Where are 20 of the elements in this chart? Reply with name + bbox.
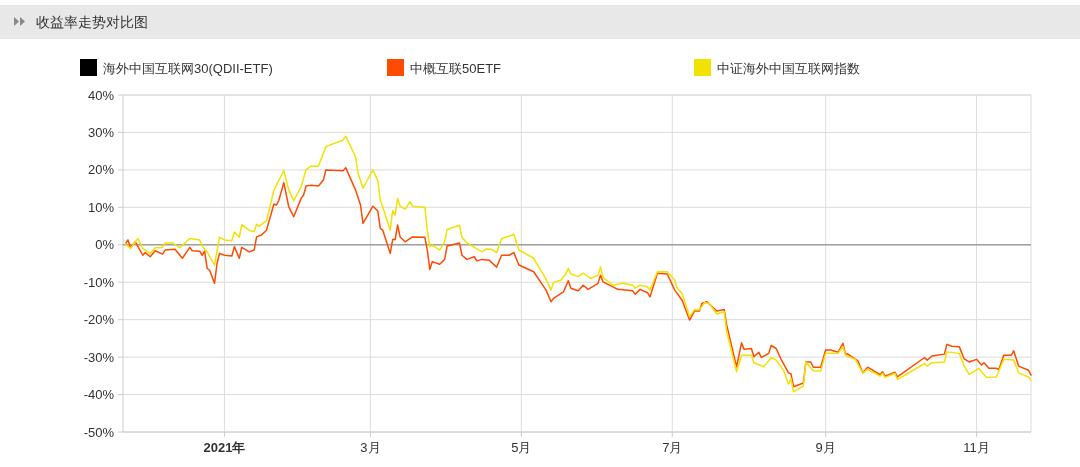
chart-title: 收益率走势对比图 bbox=[36, 14, 148, 30]
y-tick-label: -20% bbox=[83, 312, 115, 328]
y-tick-label: -10% bbox=[83, 274, 115, 290]
legend-label: 中概互联50ETF bbox=[410, 61, 502, 76]
x-tick-label: 5月 bbox=[511, 440, 532, 455]
y-tick-label: -40% bbox=[83, 387, 115, 403]
legend-label: 海外中国互联网30(QDII-ETF) bbox=[103, 61, 273, 76]
x-tick-label: 11月 bbox=[963, 440, 990, 455]
x-tick-label: 9月 bbox=[815, 440, 836, 455]
y-tick-label: -30% bbox=[83, 349, 115, 365]
x-tick-label: 2021年 bbox=[203, 440, 246, 455]
y-tick-label: 20% bbox=[87, 162, 115, 178]
legend-label: 中证海外中国互联网指数 bbox=[717, 61, 860, 76]
x-tick-label: 3月 bbox=[360, 440, 381, 455]
y-tick-label: 30% bbox=[87, 124, 115, 140]
y-tick-label: 0% bbox=[95, 237, 115, 253]
y-tick-label: -50% bbox=[83, 424, 115, 440]
y-tick-label: 40% bbox=[87, 87, 115, 103]
y-tick-label: 10% bbox=[87, 199, 115, 215]
x-tick-label: 7月 bbox=[662, 440, 683, 455]
